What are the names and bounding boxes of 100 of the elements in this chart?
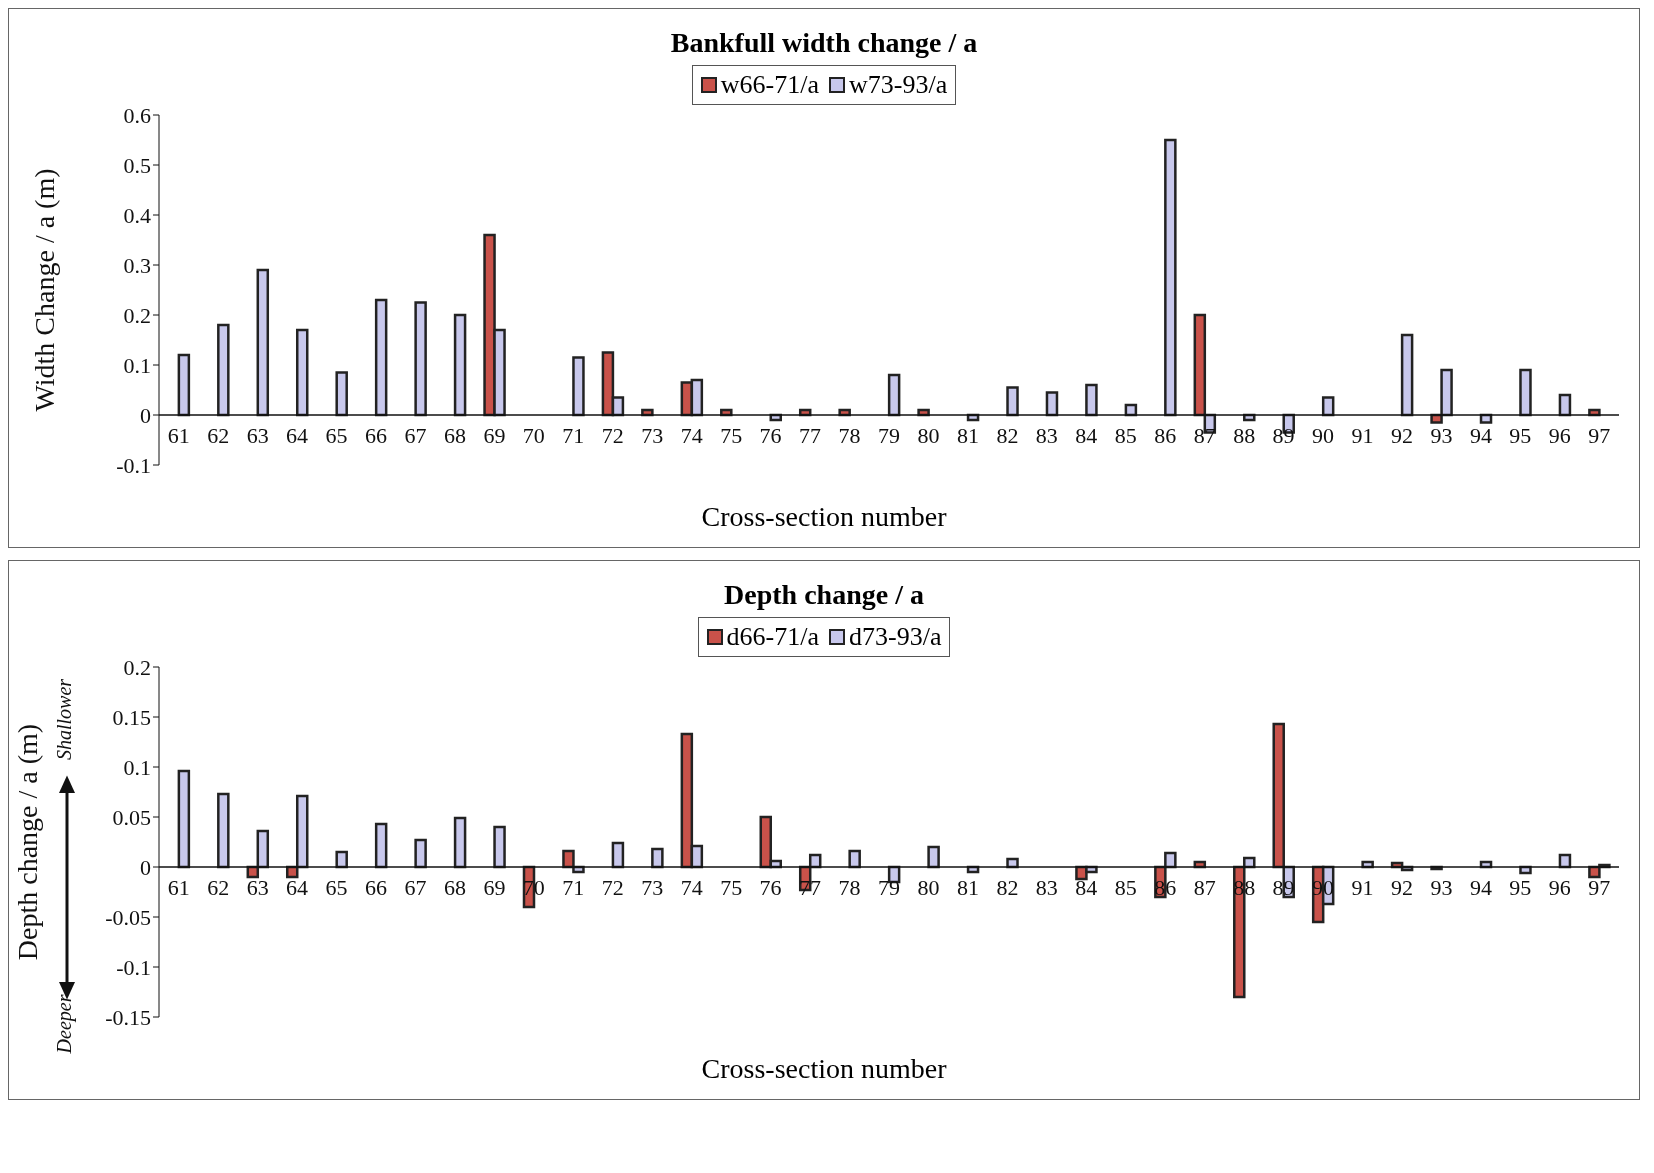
x-tick-label: 64 [286, 422, 309, 448]
x-tick-label: 81 [956, 422, 979, 448]
x-tick-label: 97 [1588, 874, 1611, 900]
x-tick-label: 80 [917, 874, 940, 900]
y-tick-label: -0.1 [116, 452, 151, 478]
x-tick-label: 64 [286, 874, 309, 900]
x-tick-label: 63 [246, 874, 269, 900]
x-tick-label: 86 [1154, 874, 1177, 900]
y-tick-label: 0.2 [123, 302, 151, 328]
y-tick-label: 0.15 [112, 704, 151, 730]
y-axis-title: Depth change / a (m) [12, 723, 43, 961]
x-tick-label: 88 [1233, 422, 1256, 448]
x-tick-label: 97 [1588, 422, 1611, 448]
x-tick-label: 81 [956, 874, 979, 900]
x-tick-label: 84 [1075, 874, 1098, 900]
x-tick-label: 87 [1193, 422, 1216, 448]
text: Shallower [53, 678, 75, 761]
chart-title: Depth change / a [723, 579, 925, 611]
x-tick-label: 82 [996, 422, 1019, 448]
x-tick-label: 78 [838, 874, 861, 900]
x-tick-label: 86 [1154, 422, 1177, 448]
x-tick-label: 66 [365, 874, 388, 900]
x-tick-label: 94 [1469, 422, 1492, 448]
x-tick-label: 94 [1469, 874, 1492, 900]
y-tick-label: 0.1 [123, 754, 151, 780]
x-tick-label: 65 [325, 874, 348, 900]
x-tick-label: 61 [167, 422, 190, 448]
x-tick-label: 76 [759, 422, 782, 448]
y-tick-label: -0.05 [105, 904, 151, 930]
x-tick-label: 80 [917, 422, 940, 448]
x-tick-label: 82 [996, 874, 1019, 900]
y-tick-label: 0.4 [123, 202, 151, 228]
x-tick-label: 91 [1351, 422, 1374, 448]
x-tick-label: 96 [1548, 874, 1571, 900]
x-tick-label: 71 [562, 422, 585, 448]
x-tick-label: 79 [878, 874, 900, 900]
x-tick-label: 69 [483, 422, 506, 448]
y-tick-label: 0 [140, 854, 151, 880]
x-tick-label: 91 [1351, 874, 1374, 900]
x-tick-label: 66 [365, 422, 388, 448]
y-tick-label: 0.3 [123, 252, 151, 278]
x-tick-label: 75 [720, 422, 743, 448]
x-tick-label: 63 [246, 422, 269, 448]
x-tick-label: 75 [720, 874, 743, 900]
x-tick-label: 79 [878, 422, 900, 448]
legend-label: d73-93/a [849, 622, 942, 652]
x-tick-label: 65 [325, 422, 348, 448]
x-tick-label: 74 [680, 422, 703, 448]
y-tick-label: 0.6 [123, 102, 151, 128]
x-tick-label: 83 [1035, 422, 1058, 448]
x-tick-label: 85 [1114, 422, 1137, 448]
x-tick-label: 93 [1430, 422, 1453, 448]
x-tick-label: 92 [1390, 422, 1413, 448]
y-tick-label: 0.05 [112, 804, 151, 830]
x-tick-label: 72 [601, 874, 624, 900]
x-tick-label: 68 [443, 874, 466, 900]
legend-label: w66-71/a [720, 70, 819, 100]
legend-label: d66-71/a [726, 622, 819, 652]
x-tick-label: 96 [1548, 422, 1571, 448]
x-tick-label: 67 [404, 422, 427, 448]
x-axis-title: Cross-section number [700, 1053, 948, 1085]
x-tick-label: 70 [522, 874, 545, 900]
y-axis-title: Width Change / a (m) [28, 168, 60, 412]
y-tick-label: 0 [140, 402, 151, 428]
x-tick-label: 69 [483, 874, 506, 900]
x-tick-label: 73 [641, 874, 664, 900]
y-tick-label: 0.5 [123, 152, 151, 178]
x-tick-label: 62 [207, 874, 230, 900]
x-tick-label: 73 [641, 422, 664, 448]
y-tick-label: 0.2 [123, 654, 151, 680]
x-tick-label: 84 [1075, 422, 1098, 448]
legend-label: w73-93/a [849, 70, 948, 100]
x-tick-label: 78 [838, 422, 861, 448]
x-tick-label: 92 [1390, 874, 1413, 900]
x-tick-label: 95 [1509, 422, 1532, 448]
x-tick-label: 68 [443, 422, 466, 448]
x-tick-label: 70 [522, 422, 545, 448]
x-tick-label: 83 [1035, 874, 1058, 900]
x-tick-label: 95 [1509, 874, 1532, 900]
x-axis-title: Cross-section number [700, 501, 948, 533]
x-tick-label: 85 [1114, 874, 1137, 900]
x-tick-label: 61 [167, 874, 190, 900]
y-tick-label: -0.15 [105, 1004, 151, 1030]
x-tick-label: 89 [1272, 422, 1295, 448]
x-tick-label: 72 [601, 422, 624, 448]
x-tick-label: 90 [1312, 422, 1335, 448]
x-tick-label: 88 [1233, 874, 1256, 900]
x-tick-label: 87 [1193, 874, 1216, 900]
chart-title: Bankfull width change / a [669, 27, 979, 59]
y-tick-label: 0.1 [123, 352, 151, 378]
text: Deeper [53, 994, 76, 1055]
x-tick-label: 67 [404, 874, 427, 900]
x-tick-label: 90 [1312, 874, 1335, 900]
x-tick-label: 71 [562, 874, 585, 900]
x-tick-label: 77 [799, 422, 822, 448]
x-tick-label: 93 [1430, 874, 1453, 900]
y-tick-label: -0.1 [116, 954, 151, 980]
x-tick-label: 76 [759, 874, 782, 900]
x-tick-label: 74 [680, 874, 703, 900]
x-tick-label: 77 [799, 874, 822, 900]
